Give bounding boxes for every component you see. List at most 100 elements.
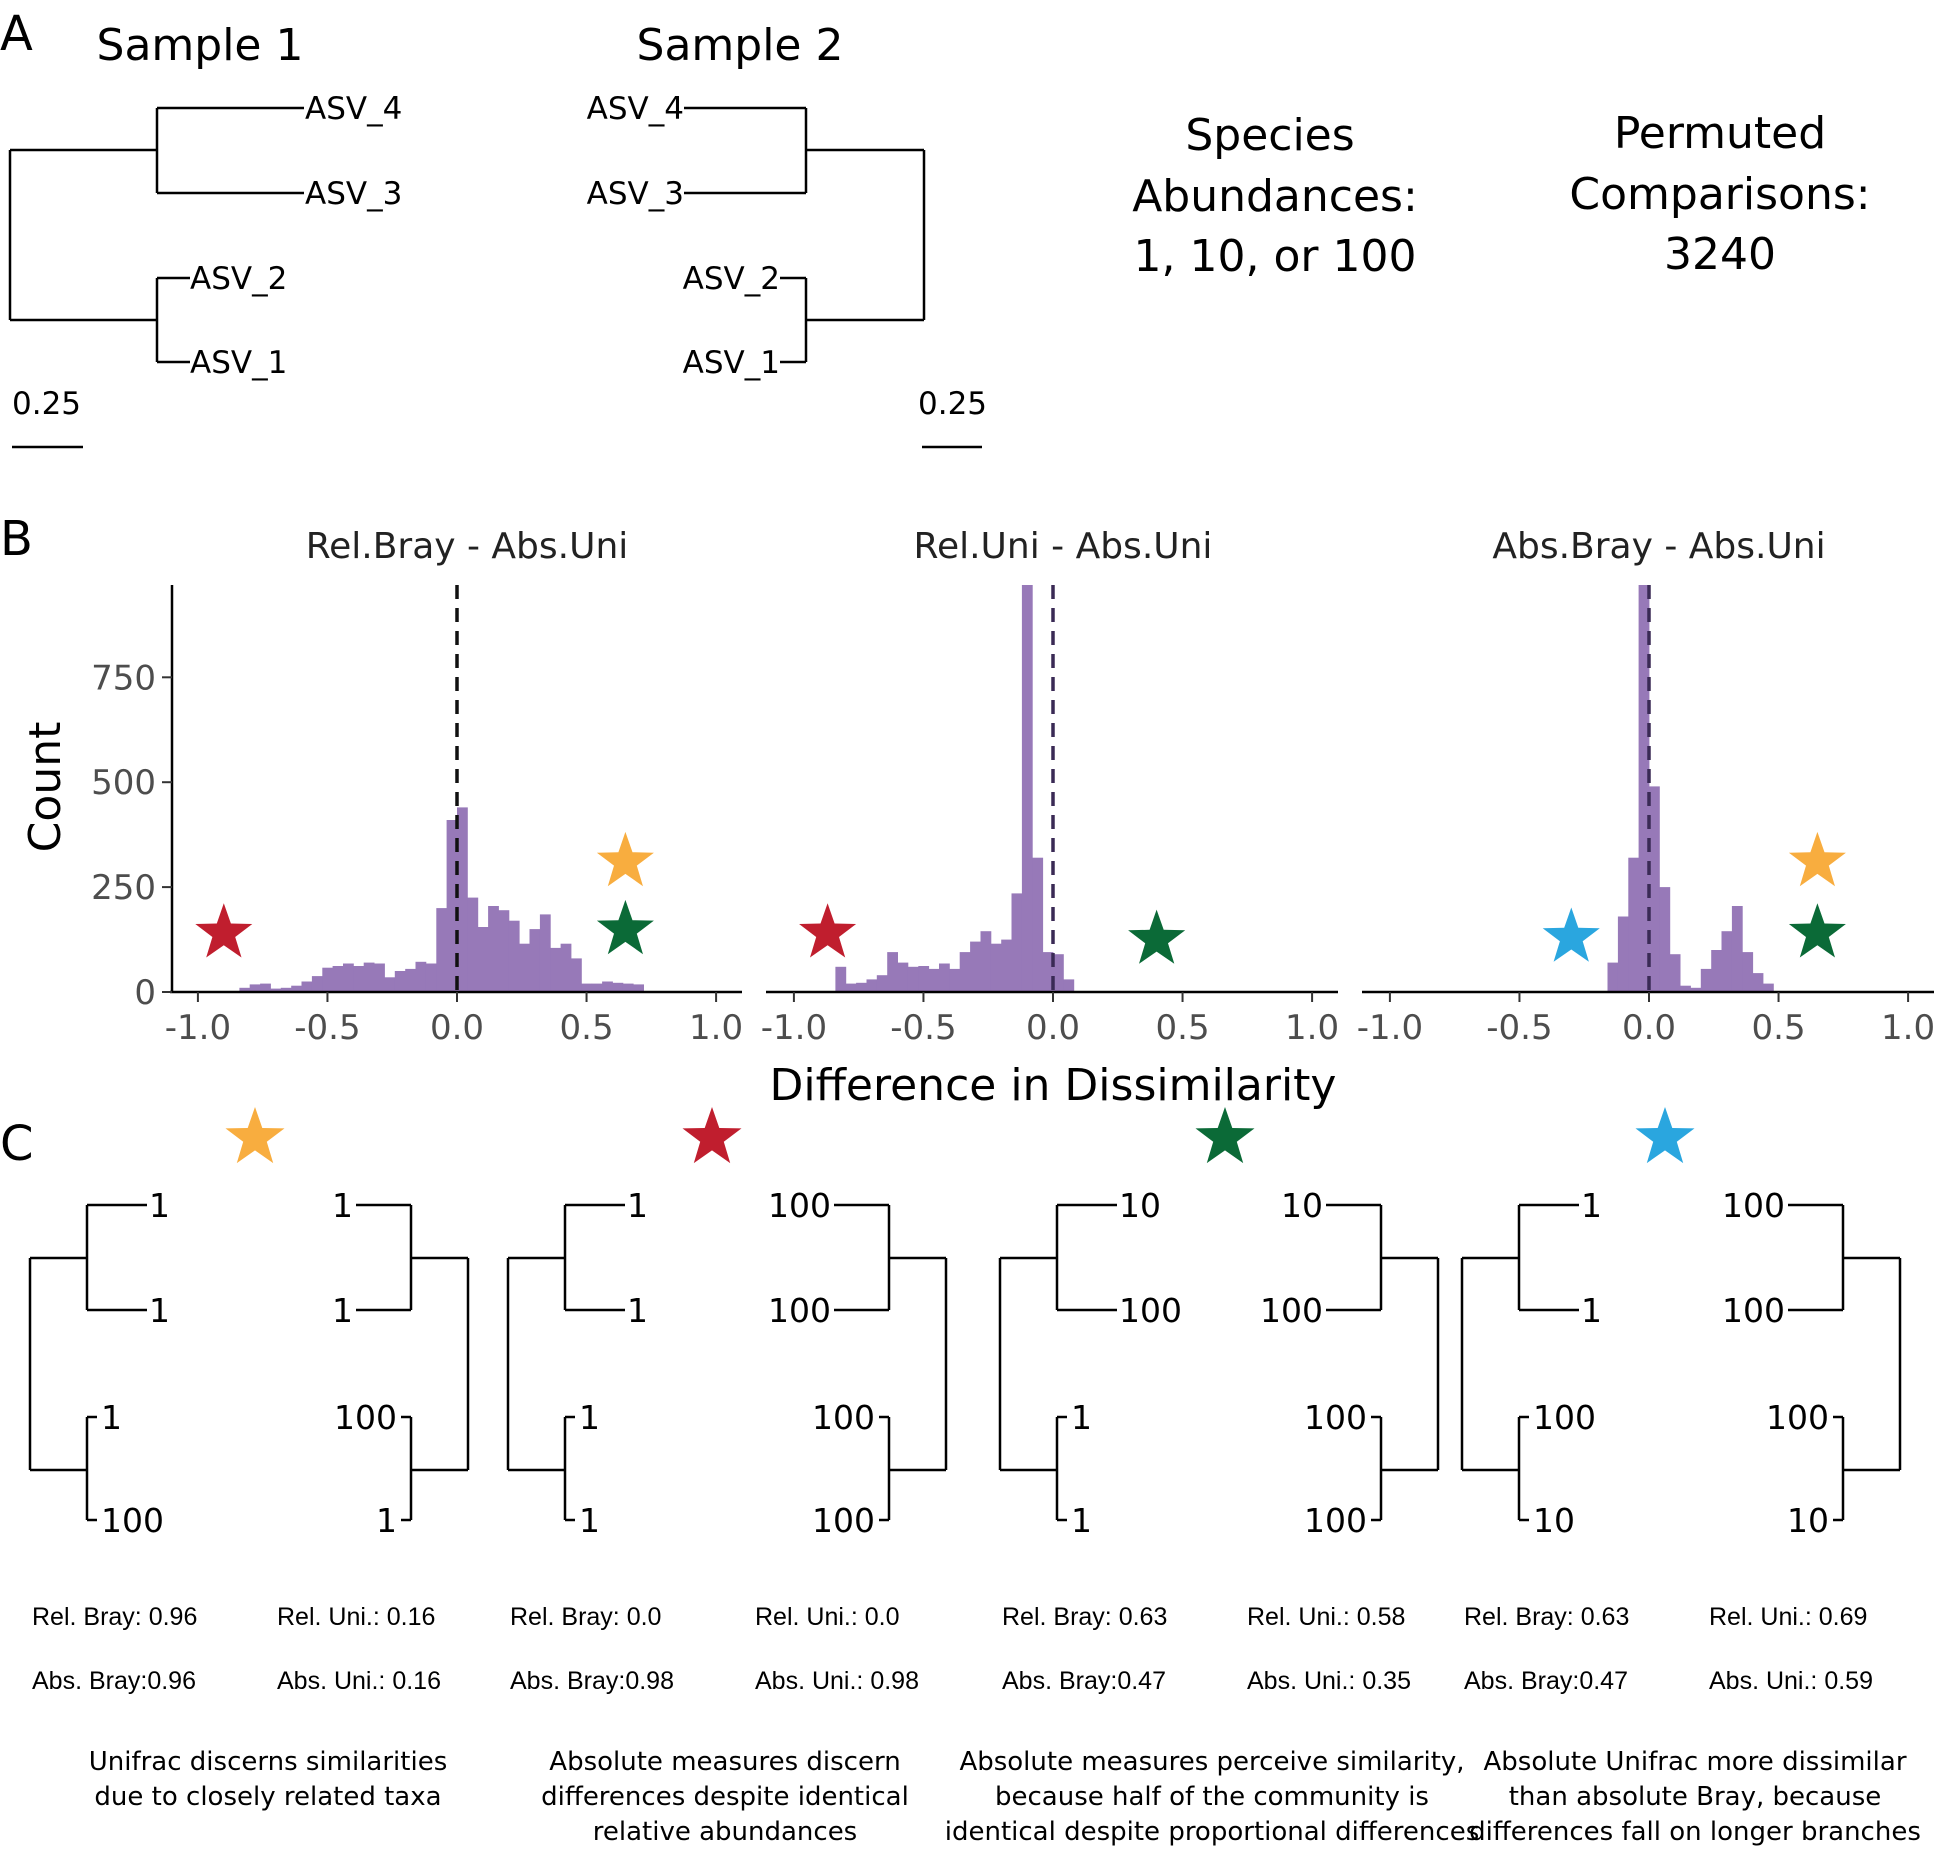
left-tree	[998, 1203, 1117, 1522]
hist-bar	[897, 962, 909, 992]
species-line-3: 1, 10, or 100	[1134, 231, 1417, 282]
s1-tip-asv2: ASV_2	[190, 261, 287, 297]
left-leaf-label: 10	[1119, 1186, 1161, 1225]
hist-bar	[384, 977, 396, 992]
unifrac-metric: Abs. Uni.: 0.35	[1247, 1667, 1411, 1695]
blue-star-icon	[1635, 1107, 1695, 1164]
left-leaf-label: 1	[579, 1398, 600, 1437]
bray-metric: Abs. Bray:0.96	[32, 1667, 196, 1695]
left-leaf-label: 100	[1119, 1291, 1182, 1330]
hist-bar	[508, 920, 520, 992]
right-leaf-label: 100	[768, 1291, 831, 1330]
orange-star-icon	[225, 1107, 285, 1164]
left-tree	[506, 1203, 625, 1522]
facet-title: Rel.Bray - Abs.Uni	[306, 526, 629, 567]
caption-line: Absolute measures perceive similarity,	[959, 1747, 1464, 1777]
facet-3: Abs.Bray - Abs.Uni -1.0 -0.5 0.0 0.5 1.0	[1357, 526, 1935, 1048]
facet-title: Rel.Uni - Abs.Uni	[914, 526, 1213, 567]
left-tree	[1460, 1203, 1579, 1522]
bray-metric: Abs. Bray:0.98	[510, 1667, 674, 1695]
bray-metric: Abs. Bray:0.47	[1002, 1667, 1166, 1695]
hist-bar	[1721, 931, 1733, 992]
hist-bar	[1607, 962, 1619, 992]
hist-bar	[1669, 954, 1681, 992]
hist-bar	[1659, 887, 1671, 992]
s2-tip-asv4: ASV_4	[587, 91, 684, 127]
hist-bar	[1053, 954, 1064, 992]
hist-bar	[539, 914, 551, 992]
right-leaf-label: 1	[332, 1186, 353, 1225]
x-tick-label: 0.5	[560, 1008, 614, 1048]
y-axis-title: Count	[20, 722, 71, 853]
hist-bar	[1617, 916, 1629, 992]
caption-line: Absolute measures discern	[549, 1747, 900, 1777]
hist-bar	[1042, 952, 1054, 992]
hist-bar	[1649, 786, 1660, 992]
green-star-icon	[1128, 909, 1186, 964]
right-leaf-label: 100	[1260, 1291, 1323, 1330]
s2-tip-asv2: ASV_2	[683, 261, 780, 297]
right-leaf-label: 10	[1281, 1186, 1323, 1225]
hist-bar	[1011, 893, 1023, 992]
hist-bar	[260, 983, 271, 992]
caption-line: Unifrac discerns similarities	[89, 1747, 448, 1777]
y-tick-label: 0	[134, 973, 156, 1013]
example-comparisons: 1 1 1 100 1 1 100 1 Rel. Bray: 0.96 Abs. Bray:0.9…	[28, 1107, 1921, 1847]
x-tick-label: -1.0	[1357, 1008, 1423, 1048]
bray-metric: Rel. Bray: 0.0	[510, 1603, 661, 1631]
right-leaf-label: 100	[812, 1501, 875, 1540]
s1-tip-asv3: ASV_3	[305, 176, 402, 212]
x-tick-label: 0.5	[1752, 1008, 1806, 1048]
hist-bar	[928, 968, 940, 992]
histogram-chart: Rel.Bray - Abs.Uni -1.0 -0.5 0.0 0.5 1.0 0 250 5…	[20, 526, 1935, 1111]
left-leaf-label: 1	[627, 1291, 648, 1330]
hist-bar	[1638, 585, 1650, 992]
sample1-tree	[8, 106, 304, 364]
hist-bar	[332, 966, 344, 992]
hist-bar	[1711, 950, 1722, 992]
left-leaf-label: 1	[1581, 1291, 1602, 1330]
hist-bar	[591, 983, 603, 992]
right-leaf-label: 100	[1722, 1291, 1785, 1330]
hist-bar	[581, 983, 593, 992]
hist-bar	[1680, 985, 1691, 992]
hist-bar	[301, 981, 313, 992]
s1-tip-asv4: ASV_4	[305, 91, 402, 127]
hist-bar	[311, 976, 323, 992]
hist-bar	[1001, 939, 1012, 992]
hist-bar	[374, 963, 385, 992]
left-leaf-label: 10	[1533, 1501, 1575, 1540]
hist-bar	[845, 983, 857, 992]
left-leaf-label: 1	[579, 1501, 600, 1540]
right-leaf-label: 100	[1722, 1186, 1785, 1225]
hist-bar	[446, 820, 458, 992]
permuted-line-3: 3240	[1664, 229, 1776, 280]
bray-metric: Rel. Bray: 0.63	[1464, 1603, 1629, 1631]
species-abundances-text: Species Abundances: 1, 10, or 100	[1132, 110, 1418, 282]
hist-bar	[1690, 987, 1702, 992]
species-line-1: Species	[1185, 110, 1354, 161]
hist-bar	[1700, 968, 1712, 992]
example-3: 10 100 1 1 10 100 100 100 Rel. Bray: 0.63 Abs. Br…	[945, 1107, 1479, 1847]
hist-bar	[835, 966, 847, 992]
hist-bar	[436, 908, 448, 992]
hist-bar	[405, 968, 416, 992]
hist-bar	[876, 975, 888, 992]
x-tick-label: 0.0	[1622, 1008, 1676, 1048]
right-leaf-label: 100	[1304, 1501, 1367, 1540]
sample2-tree	[684, 106, 926, 364]
hist-bar	[425, 963, 437, 992]
hist-bar	[918, 966, 930, 992]
caption-line: Absolute Unifrac more dissimilar	[1483, 1747, 1906, 1777]
right-leaf-label: 100	[334, 1398, 397, 1437]
left-leaf-label: 1	[1071, 1501, 1092, 1540]
panel-c-label: C	[0, 1116, 34, 1172]
green-star-icon	[1788, 903, 1846, 958]
unifrac-metric: Rel. Uni.: 0.16	[277, 1603, 435, 1631]
x-tick-label: -1.0	[761, 1008, 827, 1048]
hist-bar	[1032, 857, 1044, 992]
x-tick-label: 1.0	[689, 1008, 743, 1048]
facet-title: Abs.Bray - Abs.Uni	[1492, 526, 1825, 567]
facet-2: Rel.Uni - Abs.Uni -1.0 -0.5 0.0 0.5 1.0	[761, 526, 1339, 1048]
s1-scale-label: 0.25	[12, 386, 81, 422]
